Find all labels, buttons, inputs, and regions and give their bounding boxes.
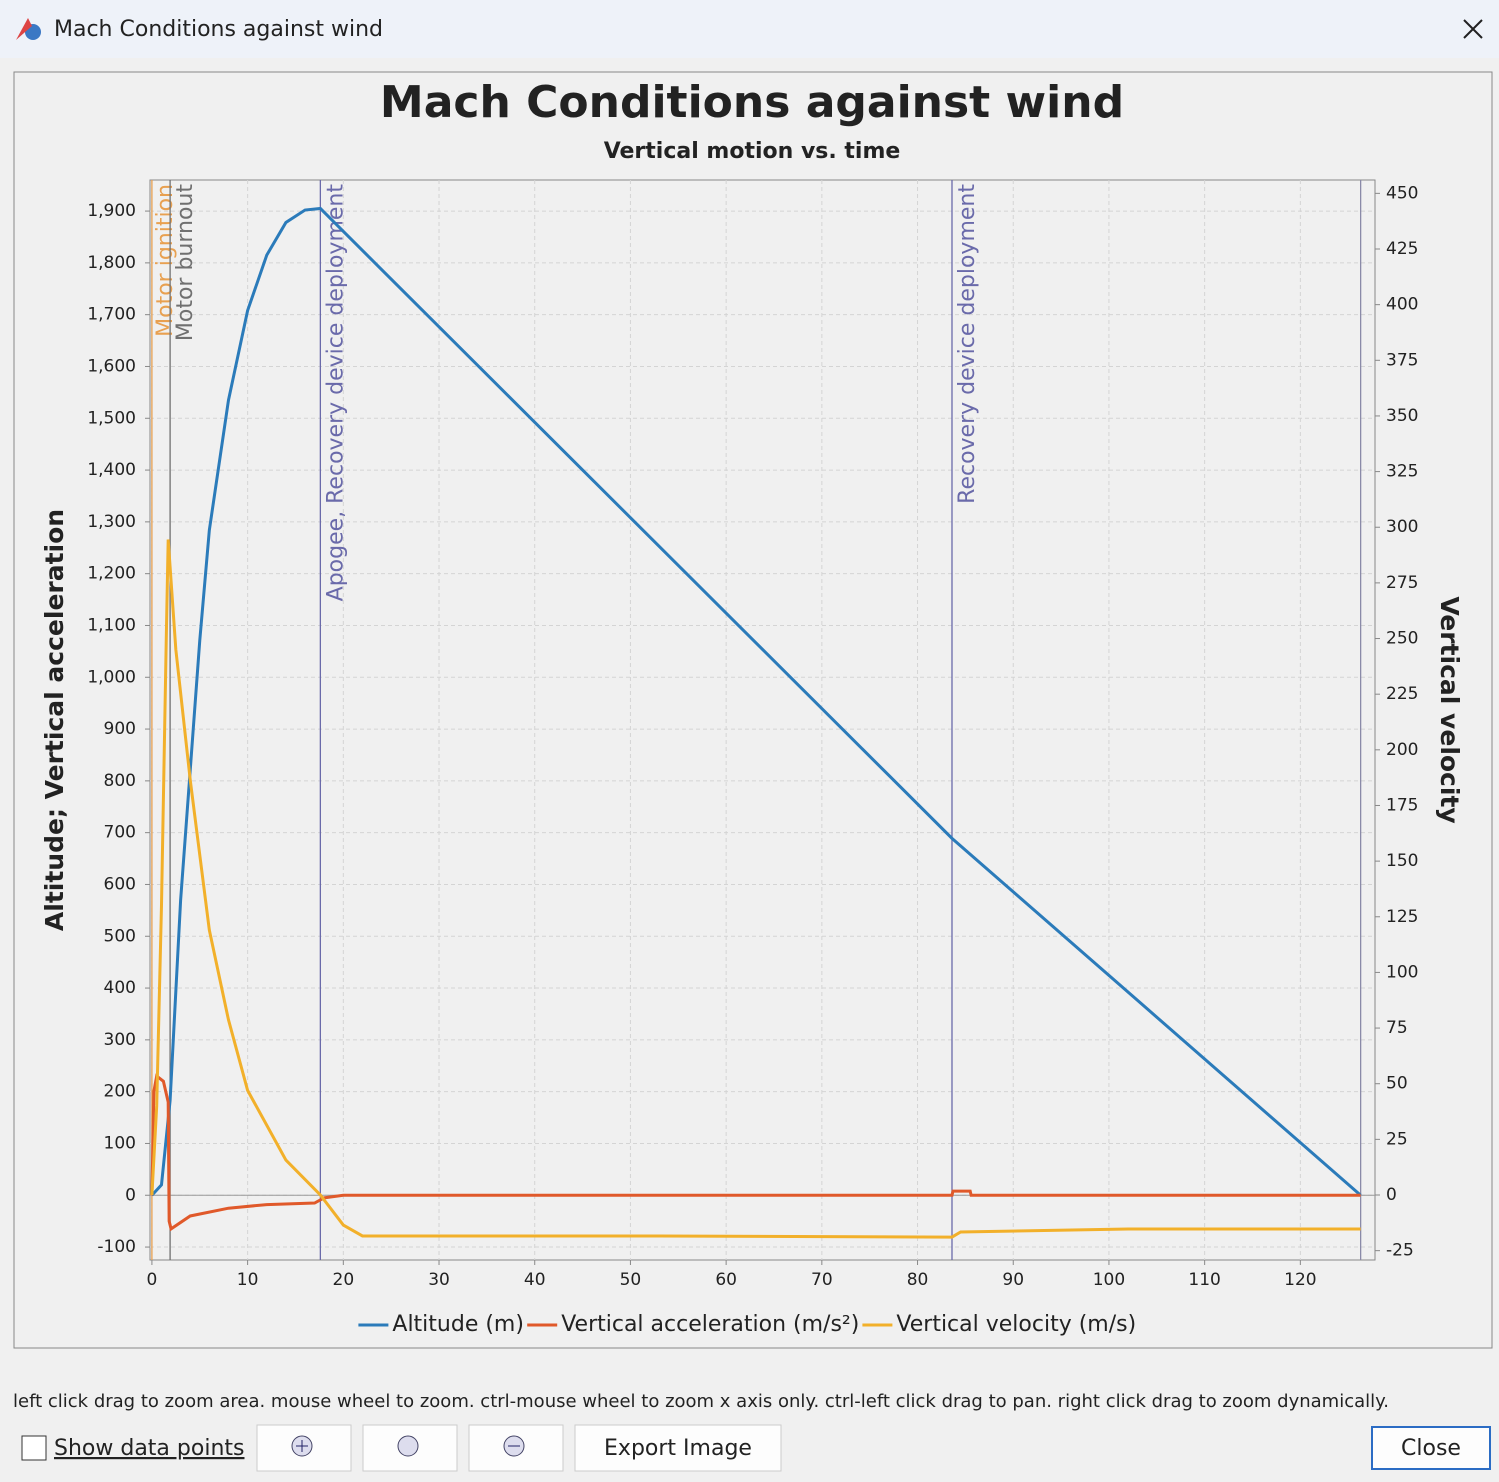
window-title: Mach Conditions against wind — [54, 17, 383, 42]
y2-tick-label: 200 — [1386, 740, 1418, 760]
y2-tick-label: 25 — [1386, 1129, 1408, 1149]
x-tick-label: 90 — [1002, 1270, 1024, 1290]
y2-tick-label: 50 — [1386, 1074, 1408, 1094]
y-tick-label: 0 — [125, 1185, 136, 1205]
y-axis-label: Altitude; Vertical acceleration — [40, 509, 69, 931]
y2-tick-label: 375 — [1386, 350, 1418, 370]
export-label[interactable]: Export Image — [604, 1436, 752, 1461]
hint: left click drag to zoom area. mouse whee… — [13, 1391, 1389, 1412]
y2-tick-label: 75 — [1386, 1018, 1408, 1038]
y2-tick-label: 175 — [1386, 795, 1418, 815]
y2-tick-label: 100 — [1386, 962, 1418, 982]
close-x[interactable] — [1463, 19, 1483, 39]
y-tick-label: 1,000 — [87, 667, 136, 687]
y-tick-label: 500 — [104, 926, 136, 946]
y2-tick-label: 150 — [1386, 851, 1418, 871]
series-line — [150, 1073, 1361, 1232]
y-tick-label: -100 — [97, 1237, 136, 1257]
y-tick-label: 1,100 — [87, 615, 136, 635]
x-tick-label: 10 — [237, 1270, 259, 1290]
y2-tick-label: 350 — [1386, 406, 1418, 426]
legend-label: Altitude (m) — [392, 1312, 524, 1337]
y-tick-label: 400 — [104, 978, 136, 998]
x-tick-label: 30 — [428, 1270, 450, 1290]
y-tick-label: 200 — [104, 1082, 136, 1102]
y-tick-label: 100 — [104, 1133, 136, 1153]
checkbox[interactable] — [21, 1435, 47, 1461]
x-tick-label: 40 — [524, 1270, 546, 1290]
export-button[interactable] — [574, 1424, 782, 1472]
x-tick-label: 110 — [1188, 1270, 1220, 1290]
y-tick-label: 1,700 — [87, 305, 136, 325]
y2-tick-label: 400 — [1386, 295, 1418, 315]
y-tick-label: 1,300 — [87, 512, 136, 532]
chart: Mach Conditions against wind Vertical mot… — [40, 77, 1464, 1337]
chart-subtitle: Vertical motion vs. time — [604, 139, 901, 164]
zoom-out-button[interactable] — [468, 1424, 564, 1472]
y-tick-label: 1,600 — [87, 356, 136, 376]
app-icon — [16, 18, 41, 40]
legend-label: Vertical velocity (m/s) — [896, 1312, 1136, 1337]
y-tick-label: 1,800 — [87, 253, 136, 273]
close-label[interactable]: Close — [1401, 1436, 1461, 1461]
chart-title: Mach Conditions against wind — [380, 77, 1124, 128]
event-label: Recovery device deployment — [955, 184, 980, 504]
close-button[interactable] — [1371, 1426, 1491, 1470]
title-bar — [0, 0, 1499, 58]
x-tick-label: 100 — [1093, 1270, 1125, 1290]
y2-tick-label: 325 — [1386, 462, 1418, 482]
x-tick-label: 70 — [811, 1270, 833, 1290]
y-tick-label: 1,500 — [87, 408, 136, 428]
y-tick-label: 900 — [104, 719, 136, 739]
y2-axis-label: Vertical velocity — [1435, 596, 1464, 823]
checkbox-label[interactable]: Show data points — [54, 1436, 244, 1461]
y-tick-label: 1,200 — [87, 564, 136, 584]
event-label: Motor ignition — [153, 184, 178, 337]
y-tick-label: 300 — [104, 1030, 136, 1050]
y2-tick-label: 125 — [1386, 907, 1418, 927]
y2-tick-label: 450 — [1386, 183, 1418, 203]
x-tick-label: 80 — [907, 1270, 929, 1290]
y2-tick-label: 225 — [1386, 684, 1418, 704]
series-line — [150, 539, 1361, 1239]
y-tick-label: 800 — [104, 771, 136, 791]
y2-tick-label: 0 — [1386, 1185, 1397, 1205]
y2-tick-label: 250 — [1386, 629, 1418, 649]
x-tick-label: 60 — [715, 1270, 737, 1290]
zoom-reset-button[interactable] — [362, 1424, 458, 1472]
x-tick-label: 20 — [333, 1270, 355, 1290]
event-label: Apogee, Recovery device deployment — [323, 184, 348, 602]
y2-tick-label: 425 — [1386, 239, 1418, 259]
y2-tick-label: 275 — [1386, 573, 1418, 593]
y-tick-label: 700 — [104, 823, 136, 843]
y2-tick-label: 300 — [1386, 517, 1418, 537]
y-tick-label: 600 — [104, 874, 136, 894]
y-tick-label: 1,900 — [87, 201, 136, 221]
series-line — [150, 206, 1362, 1197]
x-tick-label: 50 — [620, 1270, 642, 1290]
x-tick-label: 120 — [1284, 1270, 1316, 1290]
plot-area — [149, 179, 1376, 1261]
y-tick-label: 1,400 — [87, 460, 136, 480]
event-label: Motor burnout — [173, 184, 198, 341]
x-tick-label: 0 — [147, 1270, 158, 1290]
legend-label: Vertical acceleration (m/s²) — [561, 1312, 859, 1337]
y2-tick-label: -25 — [1386, 1241, 1414, 1261]
zoom-in-button[interactable] — [256, 1424, 352, 1472]
